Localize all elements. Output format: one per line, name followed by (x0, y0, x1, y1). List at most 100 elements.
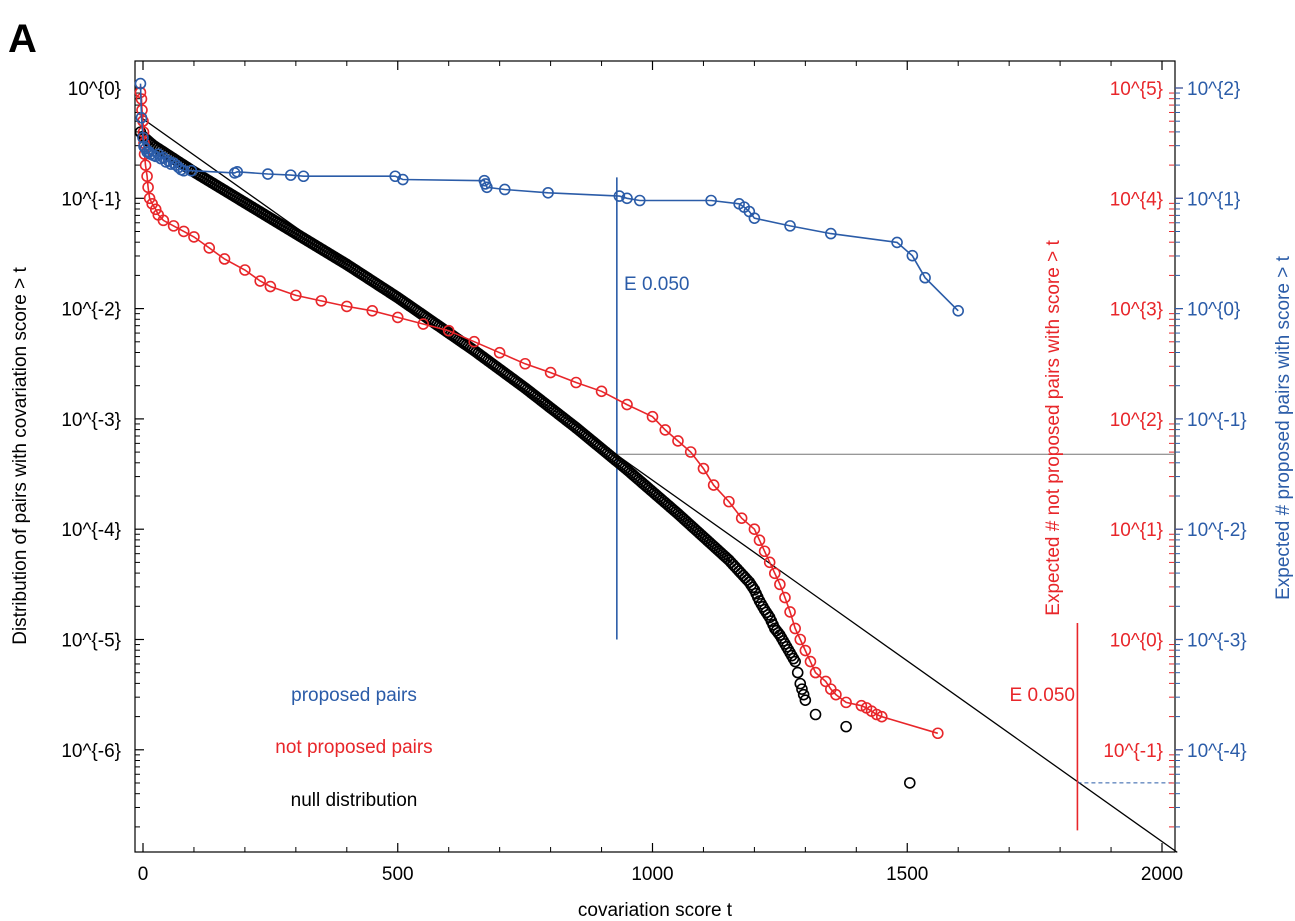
data-point (809, 708, 822, 721)
data-point (794, 633, 807, 646)
data-point (613, 190, 626, 202)
blue-axis-tick-label: 10^{-4} (1187, 741, 1247, 762)
data-point (544, 366, 557, 379)
blue-axis-tick-label: 10^{-2} (1187, 520, 1247, 541)
data-point (254, 275, 266, 287)
data-point (796, 683, 808, 695)
data-point (218, 253, 231, 265)
data-point (952, 305, 965, 317)
data-point (748, 212, 761, 224)
data-point (185, 164, 198, 177)
data-point (875, 710, 888, 723)
data-point (570, 376, 582, 389)
series-not-proposed-pairs (134, 86, 944, 740)
red-axis-tick-label: 10^{-1} (1103, 741, 1163, 762)
panel-label: A (8, 17, 37, 61)
data-point (239, 264, 251, 276)
data-point (177, 225, 190, 238)
blue-axis-tick-label: 10^{2} (1187, 79, 1240, 100)
data-point (188, 231, 200, 243)
data-point (779, 591, 791, 604)
blue-axis-tick-label: 10^{-3} (1187, 631, 1247, 652)
data-point (297, 170, 310, 183)
reference-lines (142, 118, 1178, 853)
data-point (763, 556, 776, 569)
data-point (542, 186, 554, 199)
data-point (748, 523, 761, 536)
data-point (633, 194, 646, 207)
data-point (519, 357, 531, 370)
data-point (397, 173, 409, 186)
x-tick-label: 0 (138, 864, 149, 885)
data-point (481, 181, 493, 194)
series-null-distribution (134, 126, 916, 789)
series-line (139, 92, 939, 735)
data-point (735, 512, 748, 524)
data-point (493, 346, 506, 359)
data-point (135, 111, 148, 124)
y-tick-label: 10^{-5} (61, 631, 121, 652)
red-axis-tick-label: 10^{4} (1110, 189, 1163, 210)
data-point (789, 622, 801, 635)
data-point (143, 192, 156, 205)
data-point (442, 324, 455, 337)
tick-labels: 0 500 1000 1500 2000 10^{0} 10^{-1} 10^{-2} 10^{… (61, 79, 1246, 885)
data-point (758, 545, 771, 558)
data-point (753, 534, 766, 547)
data-point (498, 183, 511, 196)
data-point (799, 644, 812, 657)
blue-axis-tick-label: 10^{1} (1187, 189, 1240, 210)
data-point (149, 150, 162, 163)
data-point (789, 655, 801, 668)
data-point (167, 220, 180, 232)
data-point (621, 192, 633, 205)
data-point (809, 666, 822, 679)
data-point (646, 410, 659, 423)
x-tick-label: 1500 (886, 864, 928, 885)
data-point (142, 181, 154, 194)
series-proposed-pairs (134, 77, 965, 317)
y-tick-label: 10^{-4} (61, 520, 121, 541)
y-tick-label: 10^{-6} (61, 741, 121, 762)
data-point (177, 164, 190, 177)
data-point (468, 335, 480, 348)
legend-not-proposed-pairs: not proposed pairs (275, 737, 432, 758)
data-point (290, 289, 302, 302)
y-axis-title: Distribution of pairs with covariation s… (10, 267, 31, 645)
data-point (366, 305, 379, 317)
data-point (719, 550, 731, 563)
x-axis-title: covariation score t (578, 900, 733, 921)
data-point (746, 581, 759, 594)
data-point (264, 280, 277, 293)
x-tick-label: 2000 (1141, 864, 1183, 885)
y-tick-label: 10^{-2} (61, 300, 121, 321)
plot-frame (134, 60, 1176, 853)
data-point (157, 214, 170, 227)
data-point (417, 318, 430, 330)
data-point (684, 446, 697, 458)
y-tick-label: 10^{-3} (61, 410, 121, 431)
data-point (139, 159, 152, 172)
data-point (697, 462, 710, 475)
data-point (855, 699, 868, 712)
data-point (762, 609, 774, 621)
data-point (830, 688, 842, 701)
red-axis-tick-label: 10^{0} (1110, 631, 1163, 652)
data-point (784, 220, 796, 232)
data-point (705, 194, 717, 207)
y-tick-label: 10^{0} (68, 79, 121, 100)
data-point (391, 311, 404, 324)
data-point (797, 688, 810, 701)
data-point (932, 727, 944, 740)
data-point (784, 606, 796, 618)
data-point (791, 666, 804, 679)
data-point (621, 398, 633, 411)
data-point (825, 227, 837, 240)
data-point (774, 578, 786, 591)
axis-ticks (135, 61, 1183, 852)
data-point (891, 236, 903, 249)
legend-proposed-pairs: proposed pairs (291, 685, 417, 706)
blue-axis-title: Expected # proposed pairs with score > t (1273, 255, 1294, 599)
data-point (134, 77, 147, 90)
data-point (707, 479, 720, 491)
